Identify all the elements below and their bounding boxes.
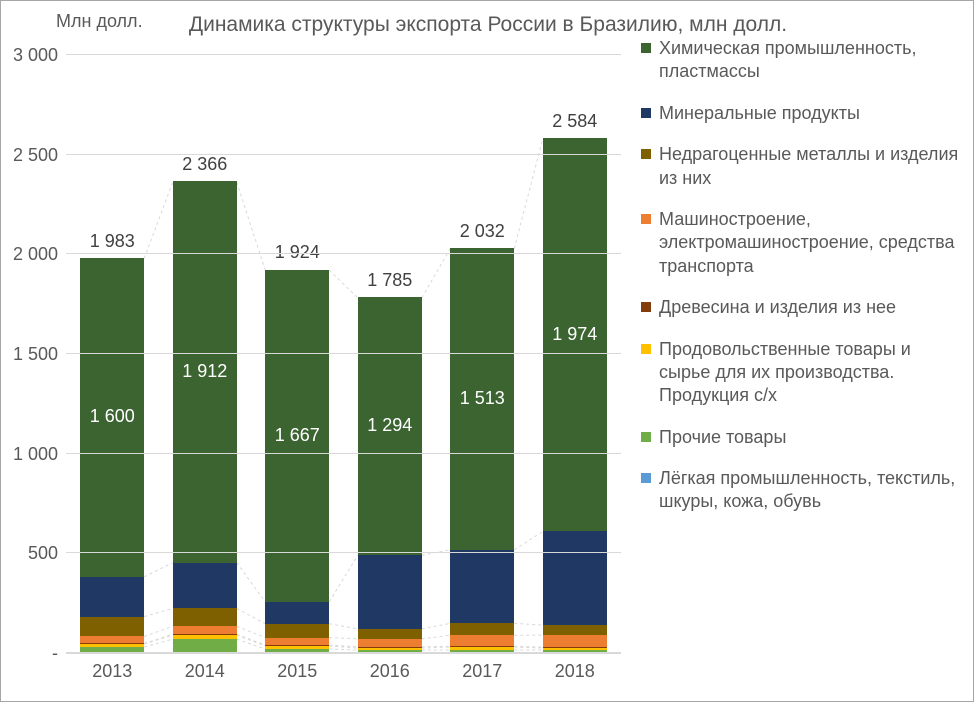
legend-item: Минеральные продукты (641, 102, 961, 125)
y-tick-label: - (0, 643, 58, 664)
x-tick-label: 2016 (340, 661, 440, 682)
gridline (66, 453, 621, 454)
bar-segment-metals (173, 608, 237, 626)
y-tick-label: 2 500 (0, 145, 58, 166)
bar-group: 1 9241 6672015 (265, 56, 329, 653)
bar-segment-label: 1 667 (247, 425, 347, 446)
plot-area: 1 9831 6002013 2 3661 9122014 1 9241 66720… (66, 56, 621, 654)
bar-segment-other_goods (173, 639, 237, 653)
legend-label: Прочие товары (659, 426, 786, 449)
bar-segment-machinery (173, 626, 237, 634)
legend-label: Лёгкая промышленность, текстиль, шкуры, … (659, 467, 961, 514)
chart-title: Динамика структуры экспорта России в Бра… (1, 13, 974, 37)
bar-segment-metals (265, 624, 329, 638)
gridline (66, 652, 621, 653)
y-tick-label: 2 000 (0, 244, 58, 265)
bar-total-label: 1 983 (62, 231, 162, 252)
gridline (66, 552, 621, 553)
bar-segment-minerals (265, 602, 329, 624)
legend-item: Химическая промышленность, пластмассы (641, 37, 961, 84)
y-tick-label: 3 000 (0, 45, 58, 66)
gridline (66, 54, 621, 55)
bar-segment-minerals (543, 531, 607, 625)
legend-label: Химическая промышленность, пластмассы (659, 37, 961, 84)
bars-row: 1 9831 6002013 2 3661 9122014 1 9241 66720… (66, 56, 621, 653)
bar-segment-minerals (173, 563, 237, 609)
y-tick-label: 500 (0, 543, 58, 564)
legend-swatch (641, 473, 651, 483)
bar-segment-label: 1 600 (62, 406, 162, 427)
gridline (66, 154, 621, 155)
bar-segment-machinery (80, 636, 144, 643)
bar-segment-metals (450, 623, 514, 635)
legend-swatch (641, 344, 651, 354)
bar-segment-minerals (80, 577, 144, 617)
bar-total-label: 2 032 (432, 221, 532, 242)
bar-segment-metals (358, 629, 422, 639)
bar-total-label: 1 785 (340, 270, 440, 291)
legend-item: Прочие товары (641, 426, 961, 449)
legend-swatch (641, 108, 651, 118)
legend-swatch (641, 214, 651, 224)
legend-label: Продовольственные товары и сырье для их … (659, 338, 961, 408)
legend-swatch (641, 149, 651, 159)
bar-group: 2 0321 5132017 (450, 56, 514, 653)
legend-label: Древесина и изделия из нее (659, 296, 896, 319)
x-tick-label: 2013 (62, 661, 162, 682)
bar-group: 2 3661 9122014 (173, 56, 237, 653)
x-tick-label: 2017 (432, 661, 532, 682)
legend-swatch (641, 432, 651, 442)
legend-label: Машиностроение, электромашиностроение, с… (659, 208, 961, 278)
chart-container: Млн долл. Динамика структуры экспорта Ро… (0, 0, 974, 702)
bar-total-label: 2 584 (525, 111, 625, 132)
bar-group: 2 5841 9742018 (543, 56, 607, 653)
gridline (66, 253, 621, 254)
bar-group: 1 9831 6002013 (80, 56, 144, 653)
x-tick-label: 2015 (247, 661, 347, 682)
bar-group: 1 7851 2942016 (358, 56, 422, 653)
bar-segment-machinery (358, 639, 422, 647)
legend-swatch (641, 302, 651, 312)
legend-item: Древесина и изделия из нее (641, 296, 961, 319)
gridline (66, 353, 621, 354)
legend-item: Недрагоценные металлы и изделия из них (641, 143, 961, 190)
bar-segment-label: 1 294 (340, 415, 440, 436)
x-tick-label: 2018 (525, 661, 625, 682)
bar-segment-minerals (450, 550, 514, 624)
bar-segment-machinery (543, 635, 607, 647)
bar-segment-machinery (265, 638, 329, 645)
bar-total-label: 2 366 (155, 154, 255, 175)
bar-segment-label: 1 912 (155, 361, 255, 382)
y-tick-label: 1 500 (0, 344, 58, 365)
legend-item: Продовольственные товары и сырье для их … (641, 338, 961, 408)
bar-segment-label: 1 974 (525, 324, 625, 345)
legend-item: Машиностроение, электромашиностроение, с… (641, 208, 961, 278)
bar-segment-minerals (358, 555, 422, 629)
bar-segment-metals (543, 625, 607, 635)
legend-label: Недрагоценные металлы и изделия из них (659, 143, 961, 190)
legend-swatch (641, 43, 651, 53)
legend: Химическая промышленность, пластмассы Мин… (641, 37, 961, 532)
y-tick-label: 1 000 (0, 444, 58, 465)
legend-item: Лёгкая промышленность, текстиль, шкуры, … (641, 467, 961, 514)
bar-segment-machinery (450, 635, 514, 646)
x-tick-label: 2014 (155, 661, 255, 682)
bar-segment-label: 1 513 (432, 388, 532, 409)
bar-segment-metals (80, 617, 144, 637)
legend-label: Минеральные продукты (659, 102, 860, 125)
